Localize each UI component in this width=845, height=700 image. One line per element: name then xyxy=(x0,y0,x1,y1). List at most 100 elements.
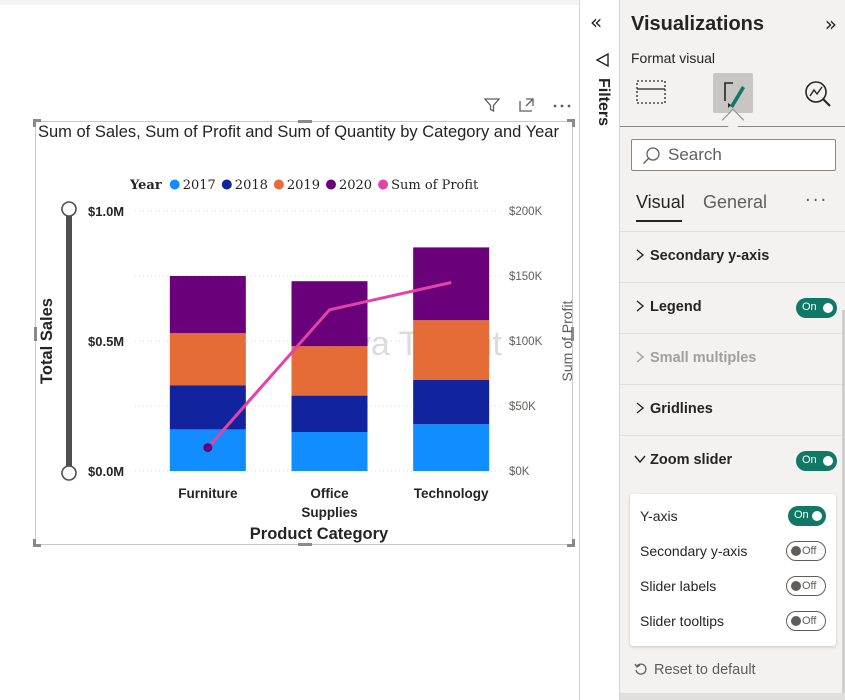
slider-tooltips-toggle[interactable]: Off xyxy=(786,611,826,631)
profit-marker[interactable] xyxy=(203,443,213,453)
focus-mode-icon[interactable] xyxy=(517,95,537,115)
y2-tick-label: $50K xyxy=(509,401,536,413)
toggle-state: On xyxy=(794,509,809,521)
x-tick-label: Supplies xyxy=(301,505,357,520)
format-visual-tab[interactable] xyxy=(713,73,753,113)
legend-marker xyxy=(221,179,232,190)
secondary-y-axis-toggle[interactable]: Off xyxy=(786,541,826,561)
y2-axis-title: Sum of Profit xyxy=(559,300,575,381)
bar-segment-2018-office-supplies[interactable] xyxy=(291,395,368,432)
y-tick-label: $0.0M xyxy=(88,464,124,479)
pane-bottom-bar xyxy=(620,693,845,700)
toggle-knob xyxy=(791,616,801,626)
visualizations-pane: Visualizations » Format visual xyxy=(620,0,845,700)
legend-title: Year xyxy=(129,178,162,193)
search-input[interactable]: Search xyxy=(631,139,836,171)
chart-title: Sum of Sales, Sum of Profit and Sum of Q… xyxy=(38,123,559,141)
slider-labels-toggle[interactable]: Off xyxy=(786,576,826,596)
canvas-top-bar xyxy=(0,0,579,5)
zoom-slider-handle-bottom[interactable] xyxy=(61,465,77,481)
x-tick-label: Office xyxy=(310,486,349,501)
bar-segment-2020-office-supplies[interactable] xyxy=(291,281,368,347)
section-label: Small multiples xyxy=(650,350,757,366)
x-tick-label: Technology xyxy=(414,486,489,501)
toggle-knob xyxy=(791,546,801,556)
tab-visual[interactable]: Visual xyxy=(636,192,685,212)
bar-segment-2018-technology[interactable] xyxy=(413,380,490,425)
legend-toggle[interactable]: On xyxy=(796,298,837,318)
section-gridlines[interactable]: Gridlines xyxy=(620,384,845,435)
search-placeholder: Search xyxy=(668,145,722,164)
option-label: Y-axis xyxy=(640,508,678,524)
chart-visual-frame[interactable] xyxy=(33,119,575,547)
section-zoom-slider[interactable]: Zoom slider On xyxy=(620,435,845,486)
pane-scrollbar[interactable] xyxy=(842,310,845,700)
section-label: Legend xyxy=(650,299,702,315)
legend-item[interactable]: 2019 xyxy=(287,178,320,193)
tab-general[interactable]: General xyxy=(703,192,768,212)
resize-handle[interactable] xyxy=(298,543,312,546)
legend-marker xyxy=(378,179,389,190)
toggle-state: On xyxy=(802,454,817,466)
bar-segment-2018-furniture[interactable] xyxy=(169,385,246,430)
legend-marker xyxy=(325,179,336,190)
reset-icon xyxy=(634,663,647,675)
option-label: Slider tooltips xyxy=(640,613,725,629)
resize-handle[interactable] xyxy=(34,327,37,341)
toggle-knob xyxy=(823,456,833,466)
legend-item[interactable]: 2020 xyxy=(339,178,372,193)
resize-handle[interactable] xyxy=(33,539,41,547)
filter-funnel-icon[interactable] xyxy=(594,52,610,68)
toggle-state: Off xyxy=(802,615,817,627)
resize-handle[interactable] xyxy=(567,119,575,127)
y-axis-toggle[interactable]: On xyxy=(788,506,826,526)
collapse-pane-button[interactable]: » xyxy=(824,12,837,36)
y-axis-title: Total Sales xyxy=(38,298,56,384)
zoom-slider-handle-top[interactable] xyxy=(61,201,77,217)
toggle-knob xyxy=(791,581,801,591)
x-axis-title: Product Category xyxy=(250,525,389,543)
bar-segment-2017-office-supplies[interactable] xyxy=(291,432,368,471)
resize-handle[interactable] xyxy=(33,119,41,127)
reset-label: Reset to default xyxy=(654,662,756,678)
option-secondary-y-axis: Secondary y-axis Off xyxy=(640,541,826,561)
resize-handle[interactable] xyxy=(571,327,574,341)
format-paintbrush-icon xyxy=(724,82,745,108)
reset-to-default-button[interactable]: Reset to default xyxy=(634,662,756,678)
bar-segment-2017-technology[interactable] xyxy=(413,424,490,471)
format-visual-label: Format visual xyxy=(631,50,716,66)
bar-segment-2019-technology[interactable] xyxy=(413,320,490,380)
combo-chart: Java T point $0.0M$0.5M$1.0M$0K$50K$100K… xyxy=(38,178,575,543)
section-legend[interactable]: Legend On xyxy=(620,282,845,333)
filters-label[interactable]: Filters xyxy=(595,78,612,127)
filter-icon[interactable] xyxy=(482,95,502,115)
filters-pane-collapsed[interactable] xyxy=(579,0,620,700)
expand-filters-button[interactable]: « xyxy=(590,10,603,34)
legend-item[interactable]: 2018 xyxy=(235,178,268,193)
analytics-icon[interactable] xyxy=(798,73,838,113)
toggle-state: Off xyxy=(802,580,817,592)
y-tick-label: $1.0M xyxy=(88,204,124,219)
build-visual-icon[interactable] xyxy=(631,73,671,113)
legend-item[interactable]: Sum of Profit xyxy=(391,178,479,193)
section-secondary-y-axis[interactable]: Secondary y-axis xyxy=(620,231,845,282)
profit-line[interactable] xyxy=(206,281,452,449)
y2-tick-label: $150K xyxy=(509,271,543,283)
toggle-state: On xyxy=(802,301,817,313)
zoom-slider-toggle[interactable]: On xyxy=(796,451,837,471)
bar-segment-2019-furniture[interactable] xyxy=(169,333,246,386)
bar-segment-2019-office-supplies[interactable] xyxy=(291,346,368,396)
resize-handle[interactable] xyxy=(298,120,312,123)
legend-marker xyxy=(169,179,180,190)
y2-tick-label: $0K xyxy=(509,466,530,478)
more-options-icon[interactable] xyxy=(552,95,572,115)
chevron-down-icon xyxy=(634,455,646,464)
legend-marker xyxy=(273,179,284,190)
legend-item[interactable]: 2017 xyxy=(183,178,216,193)
bar-segment-2020-furniture[interactable] xyxy=(169,276,246,334)
resize-handle[interactable] xyxy=(567,539,575,547)
option-y-axis: Y-axis On xyxy=(640,506,826,526)
report-canvas[interactable]: Sum of Sales, Sum of Profit and Sum of Q… xyxy=(0,0,579,700)
x-tick-label: Furniture xyxy=(178,486,238,501)
more-options-button[interactable]: ··· xyxy=(805,190,829,211)
